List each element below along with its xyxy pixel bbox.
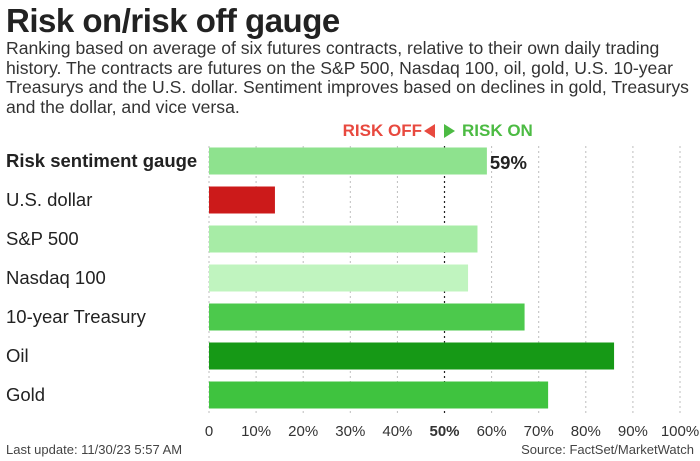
category-label: Risk sentiment gauge <box>6 150 197 171</box>
x-tick-label: 70% <box>524 423 554 440</box>
x-tick-label: 0 <box>205 423 213 440</box>
category-label: Gold <box>6 384 45 405</box>
source-note: Source: FactSet/MarketWatch <box>521 442 694 457</box>
bar <box>209 264 469 292</box>
bar <box>209 303 525 331</box>
last-update-note: Last update: 11/30/23 5:57 AM <box>6 442 183 457</box>
x-tick-label: 60% <box>477 423 507 440</box>
left-arrow-icon <box>424 124 435 138</box>
x-tick-label: 100% <box>661 423 699 440</box>
category-label: 10-year Treasury <box>6 306 147 327</box>
category-label: Oil <box>6 345 29 366</box>
x-tick-label: 40% <box>382 423 412 440</box>
x-tick-label: 10% <box>241 423 271 440</box>
risk-on-label: RISK ON <box>462 121 533 140</box>
data-label: 59% <box>490 152 527 173</box>
bar <box>209 225 478 253</box>
bar <box>209 342 615 370</box>
category-label: S&P 500 <box>6 228 79 249</box>
x-tick-label: 50% <box>429 423 459 440</box>
category-label: U.S. dollar <box>6 189 92 210</box>
chart-title: Risk on/risk off gauge <box>6 2 340 39</box>
bar <box>209 186 275 214</box>
x-tick-label: 90% <box>618 423 648 440</box>
risk-off-label: RISK OFF <box>342 121 422 140</box>
chart-subtitle: Ranking based on average of six futures … <box>6 38 689 117</box>
x-tick-label: 30% <box>335 423 365 440</box>
bar <box>209 147 487 175</box>
x-tick-label: 80% <box>571 423 601 440</box>
right-arrow-icon <box>444 124 455 138</box>
category-label: Nasdaq 100 <box>6 267 106 288</box>
risk-legend: RISK OFF RISK ON <box>300 121 600 145</box>
x-tick-label: 20% <box>288 423 318 440</box>
bar <box>209 381 549 409</box>
